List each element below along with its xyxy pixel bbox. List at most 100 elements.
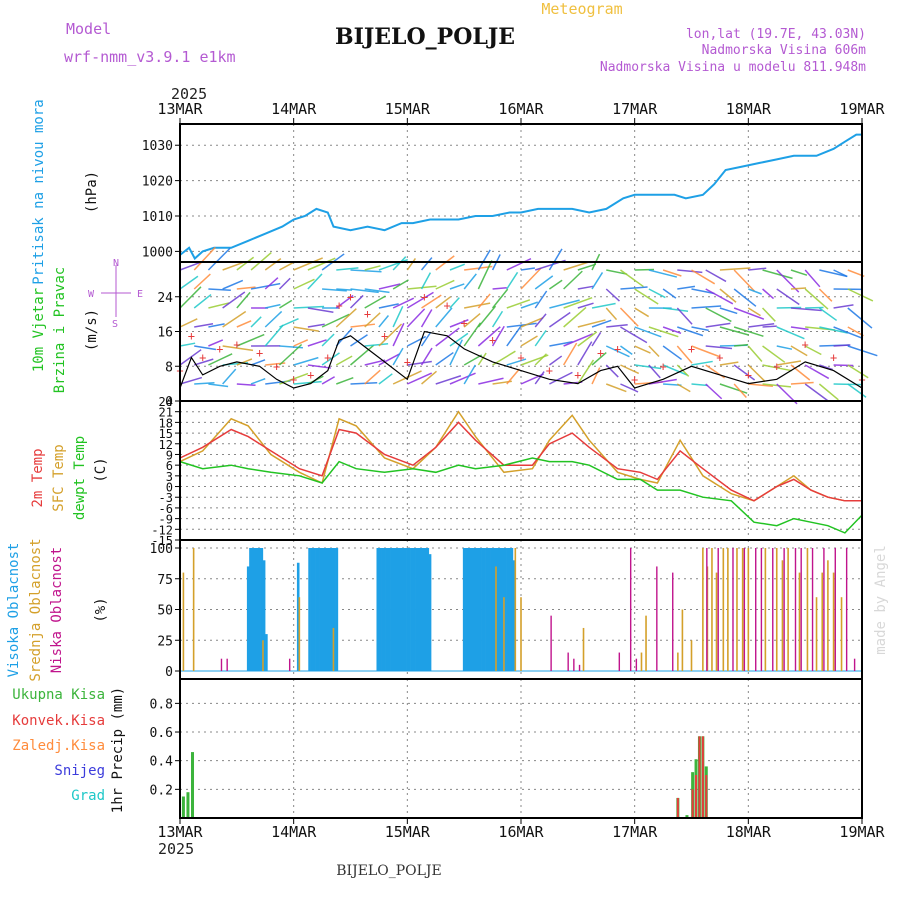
low-cloud-bar [812, 548, 813, 671]
wind-gust-marker: + [273, 359, 280, 373]
wind-arrow [351, 383, 378, 384]
wind-arrow [720, 384, 747, 393]
mid-cloud-bar [515, 548, 517, 671]
wind-gust-marker: + [336, 298, 343, 312]
high-cloud-bar [265, 634, 268, 671]
wind-arrow [436, 328, 460, 346]
total-rain-bar [191, 752, 194, 818]
wind-arrow [649, 346, 659, 356]
wind-arrow [521, 336, 538, 346]
mid-cloud-bar [262, 640, 264, 671]
wind-arrow [805, 270, 820, 287]
wind-arrow [549, 249, 562, 270]
wind-ylabel2: Brzina i Pravac [52, 267, 68, 393]
wind-arrow [635, 346, 651, 353]
precip-ylabel: 1hr Precip (mm) [110, 687, 126, 813]
mid-cloud-bar [183, 573, 185, 671]
date-label-top: 13MAR [157, 100, 203, 118]
high-cloud-bar [422, 548, 425, 671]
mid-cloud-bar [787, 548, 789, 671]
precip-ytick-label: 0.2 [150, 783, 173, 798]
wind-arrow [450, 340, 462, 365]
low-cloud-bar [656, 566, 657, 671]
model-name: wrf-nmm_v3.9.1 e1km [64, 48, 236, 66]
mid-cloud-bar [299, 597, 301, 671]
mid-cloud-bar [841, 597, 843, 671]
precip-ytick-label: 0.4 [150, 755, 174, 770]
mid-cloud-bar [799, 573, 801, 671]
wind-gust-marker: + [216, 342, 223, 356]
cloud-unit: (%) [93, 597, 109, 622]
convective-rain-bar [702, 736, 704, 818]
wind-gust-marker: + [489, 333, 496, 347]
wind-gust-marker: + [716, 351, 723, 365]
high-cloud-bar [401, 548, 404, 671]
mid-cloud-bar [682, 610, 684, 672]
wind-arrow [379, 316, 389, 327]
low-cloud-bar [846, 548, 847, 671]
mid-cloud-bar [807, 548, 809, 671]
high-cloud-bar [415, 548, 418, 671]
compass-north-label: N [113, 258, 119, 269]
wind-arrow [819, 308, 836, 320]
mid-cloud-bar [702, 548, 704, 671]
low-cloud-bar [630, 548, 631, 671]
high-cloud-bar [463, 548, 466, 671]
mid-cloud-bar [748, 548, 750, 671]
wind-arrow [692, 361, 713, 365]
low-cloud-bar [672, 573, 673, 671]
wind-gust-marker: + [233, 338, 240, 352]
wind-arrow [805, 289, 828, 309]
mid-cloud-bar [742, 548, 744, 671]
wind-arrow [848, 289, 873, 301]
low-cloud-bar [761, 548, 762, 671]
mid-cloud-bar [727, 548, 729, 671]
wind-arrow [407, 362, 431, 365]
high-cloud-bar [429, 554, 432, 671]
wind-arrow [620, 287, 647, 289]
high-cloud-bar [483, 548, 486, 671]
clouds-ytick-label: 100 [150, 542, 173, 557]
pressure-unit: (hPa) [84, 171, 100, 213]
wind-arrow [208, 289, 230, 290]
high-cloud-bar [379, 548, 382, 671]
wind-arrow [265, 311, 281, 327]
convective-rain-bar [705, 775, 707, 818]
wind-arrow [564, 262, 590, 270]
wind-gust-marker: + [830, 351, 837, 365]
date-label-top: 19MAR [839, 100, 885, 118]
high-cloud-bar [395, 548, 398, 671]
wind-arrow [606, 308, 616, 320]
high-cloud-bar [465, 548, 468, 671]
wind-arrow [436, 376, 461, 384]
wind-arrow [294, 358, 319, 365]
convective-rain-bar [698, 736, 700, 818]
wind-gust-marker: + [614, 342, 621, 356]
wind-ytick-label: 8 [165, 360, 173, 375]
high-cloud-bar [488, 548, 491, 671]
wind-arrow [805, 384, 828, 401]
high-cloud-bar [404, 548, 407, 671]
wind-arrow [819, 289, 832, 301]
high-cloud-bar [424, 548, 427, 671]
mid-cloud-bar [776, 548, 778, 671]
high-cloud-bar [413, 548, 416, 671]
wind-arrow [251, 360, 265, 365]
high-cloud-bar [315, 548, 318, 671]
wind-arrow [464, 303, 490, 308]
high-cloud-bar [497, 548, 500, 671]
mid-cloud-bar [723, 548, 725, 671]
pressure-ytick-label: 1030 [142, 139, 173, 154]
high-cloud-bar [388, 548, 391, 671]
wind-arrow [237, 292, 250, 308]
wind-arrow [279, 278, 290, 289]
pressure-ytick-label: 1010 [142, 210, 173, 225]
date-label-top: 16MAR [498, 100, 544, 118]
mid-cloud-bar [765, 548, 767, 671]
wind-arrow [706, 323, 731, 327]
wind-arrow [564, 307, 586, 327]
wind-arrow [294, 327, 319, 331]
low-cloud-bar [567, 653, 568, 671]
